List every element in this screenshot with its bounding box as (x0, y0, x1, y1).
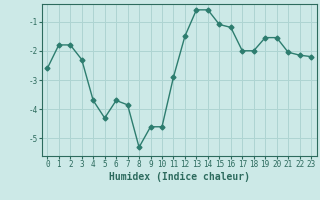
X-axis label: Humidex (Indice chaleur): Humidex (Indice chaleur) (109, 172, 250, 182)
